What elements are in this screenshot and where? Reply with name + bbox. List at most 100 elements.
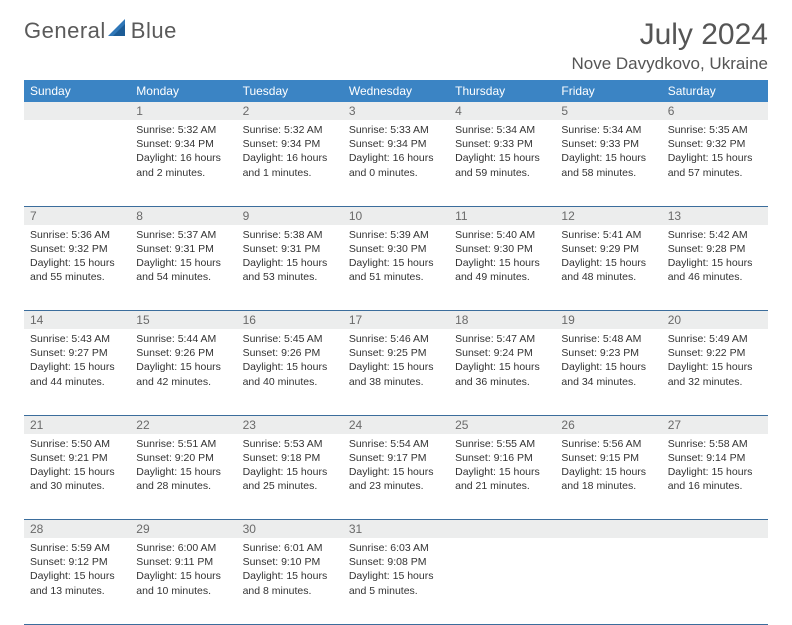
day-info-line: Daylight: 15 hours and 44 minutes. — [30, 360, 124, 388]
day-number-cell — [449, 520, 555, 539]
day-number: 12 — [555, 207, 661, 225]
logo: General Blue — [24, 18, 177, 44]
day-cell: Sunrise: 5:58 AMSunset: 9:14 PMDaylight:… — [662, 434, 768, 520]
day-number: 10 — [343, 207, 449, 225]
day-info-line: Sunset: 9:26 PM — [136, 346, 230, 360]
day-info-line: Sunset: 9:30 PM — [455, 242, 549, 256]
day-number — [555, 520, 661, 538]
day-info-line: Daylight: 15 hours and 34 minutes. — [561, 360, 655, 388]
day-cell: Sunrise: 5:32 AMSunset: 9:34 PMDaylight:… — [130, 120, 236, 206]
day-content — [449, 538, 555, 545]
day-info-line: Sunrise: 6:03 AM — [349, 541, 443, 555]
weekday-header: Sunday — [24, 80, 130, 102]
day-cell: Sunrise: 5:54 AMSunset: 9:17 PMDaylight:… — [343, 434, 449, 520]
day-info-line: Sunrise: 5:45 AM — [243, 332, 337, 346]
day-content: Sunrise: 5:39 AMSunset: 9:30 PMDaylight:… — [343, 225, 449, 289]
daynum-row: 28293031 — [24, 520, 768, 539]
day-info-line: Daylight: 15 hours and 51 minutes. — [349, 256, 443, 284]
day-info-line: Sunset: 9:22 PM — [668, 346, 762, 360]
day-info-line: Sunrise: 5:53 AM — [243, 437, 337, 451]
day-info-line: Sunset: 9:20 PM — [136, 451, 230, 465]
day-info-line: Sunrise: 5:51 AM — [136, 437, 230, 451]
day-info-line: Daylight: 15 hours and 13 minutes. — [30, 569, 124, 597]
day-info-line: Daylight: 15 hours and 53 minutes. — [243, 256, 337, 284]
day-number — [24, 102, 130, 120]
day-number — [449, 520, 555, 538]
day-number: 22 — [130, 416, 236, 434]
day-number-cell: 25 — [449, 415, 555, 434]
day-number-cell: 30 — [237, 520, 343, 539]
day-info-line: Sunrise: 5:54 AM — [349, 437, 443, 451]
day-number: 31 — [343, 520, 449, 538]
day-content — [662, 538, 768, 545]
day-info-line: Sunset: 9:08 PM — [349, 555, 443, 569]
day-info-line: Sunset: 9:28 PM — [668, 242, 762, 256]
day-number-cell: 4 — [449, 102, 555, 120]
day-number: 19 — [555, 311, 661, 329]
day-cell: Sunrise: 5:50 AMSunset: 9:21 PMDaylight:… — [24, 434, 130, 520]
day-info-line: Sunrise: 6:00 AM — [136, 541, 230, 555]
day-cell: Sunrise: 5:55 AMSunset: 9:16 PMDaylight:… — [449, 434, 555, 520]
daynum-row: 78910111213 — [24, 206, 768, 225]
day-info-line: Sunrise: 5:42 AM — [668, 228, 762, 242]
day-number-cell: 6 — [662, 102, 768, 120]
day-number: 7 — [24, 207, 130, 225]
day-info-line: Daylight: 15 hours and 25 minutes. — [243, 465, 337, 493]
weekday-header: Saturday — [662, 80, 768, 102]
day-info-line: Sunrise: 5:56 AM — [561, 437, 655, 451]
day-number-cell: 15 — [130, 311, 236, 330]
day-number: 3 — [343, 102, 449, 120]
day-number-cell: 5 — [555, 102, 661, 120]
day-info-line: Daylight: 15 hours and 23 minutes. — [349, 465, 443, 493]
day-number-cell: 13 — [662, 206, 768, 225]
day-cell: Sunrise: 5:42 AMSunset: 9:28 PMDaylight:… — [662, 225, 768, 311]
header: General Blue July 2024 Nove Davydkovo, U… — [24, 18, 768, 74]
day-content: Sunrise: 5:51 AMSunset: 9:20 PMDaylight:… — [130, 434, 236, 498]
day-content: Sunrise: 6:01 AMSunset: 9:10 PMDaylight:… — [237, 538, 343, 602]
day-info-line: Sunset: 9:33 PM — [455, 137, 549, 151]
day-cell: Sunrise: 5:49 AMSunset: 9:22 PMDaylight:… — [662, 329, 768, 415]
day-content: Sunrise: 5:41 AMSunset: 9:29 PMDaylight:… — [555, 225, 661, 289]
day-cell: Sunrise: 5:45 AMSunset: 9:26 PMDaylight:… — [237, 329, 343, 415]
day-content: Sunrise: 5:33 AMSunset: 9:34 PMDaylight:… — [343, 120, 449, 184]
day-info-line: Sunrise: 5:44 AM — [136, 332, 230, 346]
day-content: Sunrise: 5:37 AMSunset: 9:31 PMDaylight:… — [130, 225, 236, 289]
week-row: Sunrise: 5:43 AMSunset: 9:27 PMDaylight:… — [24, 329, 768, 415]
day-cell: Sunrise: 5:37 AMSunset: 9:31 PMDaylight:… — [130, 225, 236, 311]
weekday-header: Monday — [130, 80, 236, 102]
calendar-table: SundayMondayTuesdayWednesdayThursdayFrid… — [24, 80, 768, 625]
day-content: Sunrise: 5:34 AMSunset: 9:33 PMDaylight:… — [449, 120, 555, 184]
day-cell: Sunrise: 6:00 AMSunset: 9:11 PMDaylight:… — [130, 538, 236, 624]
day-cell — [555, 538, 661, 624]
day-info-line: Sunrise: 5:48 AM — [561, 332, 655, 346]
day-number: 6 — [662, 102, 768, 120]
week-row: Sunrise: 5:59 AMSunset: 9:12 PMDaylight:… — [24, 538, 768, 624]
day-number-cell: 12 — [555, 206, 661, 225]
day-number: 29 — [130, 520, 236, 538]
day-info-line: Daylight: 16 hours and 0 minutes. — [349, 151, 443, 179]
day-cell: Sunrise: 6:01 AMSunset: 9:10 PMDaylight:… — [237, 538, 343, 624]
day-info-line: Daylight: 15 hours and 21 minutes. — [455, 465, 549, 493]
day-info-line: Sunrise: 5:32 AM — [243, 123, 337, 137]
day-cell: Sunrise: 5:34 AMSunset: 9:33 PMDaylight:… — [449, 120, 555, 206]
day-number: 5 — [555, 102, 661, 120]
day-info-line: Daylight: 15 hours and 38 minutes. — [349, 360, 443, 388]
day-info-line: Daylight: 15 hours and 30 minutes. — [30, 465, 124, 493]
day-info-line: Sunrise: 5:41 AM — [561, 228, 655, 242]
day-number-cell: 16 — [237, 311, 343, 330]
day-content: Sunrise: 6:00 AMSunset: 9:11 PMDaylight:… — [130, 538, 236, 602]
week-row: Sunrise: 5:36 AMSunset: 9:32 PMDaylight:… — [24, 225, 768, 311]
day-info-line: Sunrise: 5:33 AM — [349, 123, 443, 137]
day-content: Sunrise: 5:45 AMSunset: 9:26 PMDaylight:… — [237, 329, 343, 393]
day-content: Sunrise: 5:44 AMSunset: 9:26 PMDaylight:… — [130, 329, 236, 393]
day-info-line: Sunset: 9:32 PM — [668, 137, 762, 151]
day-number-cell — [24, 102, 130, 120]
day-info-line: Daylight: 15 hours and 10 minutes. — [136, 569, 230, 597]
day-number-cell: 7 — [24, 206, 130, 225]
day-number-cell: 23 — [237, 415, 343, 434]
day-number-cell: 14 — [24, 311, 130, 330]
day-info-line: Sunrise: 5:34 AM — [455, 123, 549, 137]
day-cell — [24, 120, 130, 206]
day-number-cell: 3 — [343, 102, 449, 120]
day-content: Sunrise: 5:34 AMSunset: 9:33 PMDaylight:… — [555, 120, 661, 184]
